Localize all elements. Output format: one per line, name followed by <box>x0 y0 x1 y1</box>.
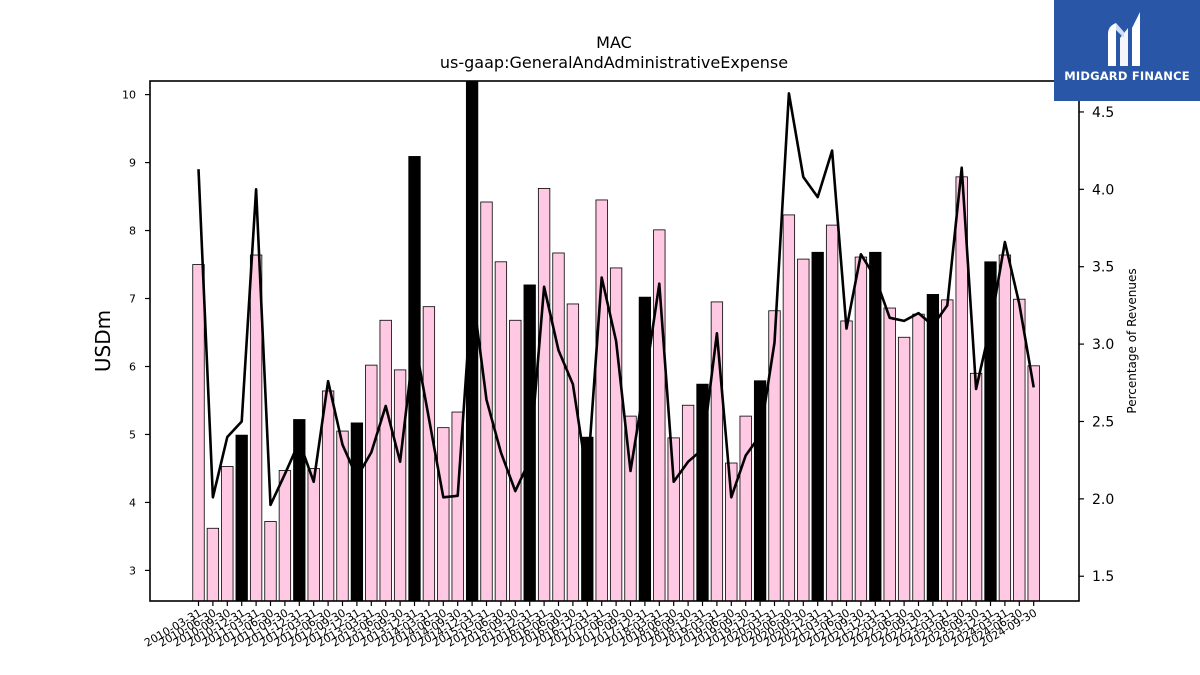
bar <box>768 310 781 602</box>
y-tick-label: 7 <box>129 293 136 306</box>
bar <box>221 466 234 602</box>
bar <box>782 214 796 602</box>
bar <box>1027 365 1040 602</box>
chart-title: MAC <box>596 33 632 52</box>
bar <box>897 336 911 602</box>
bar <box>235 434 248 602</box>
bar <box>869 251 882 602</box>
plot-frame <box>149 80 1080 602</box>
bar <box>523 284 536 602</box>
y-tick-label: 9 <box>129 157 136 170</box>
bar <box>998 254 1012 602</box>
bar <box>984 261 997 602</box>
bar <box>825 224 839 602</box>
y2-tick-label: 4.5 <box>1092 105 1114 121</box>
bar <box>393 369 407 602</box>
y2-tick-label: 2.0 <box>1092 492 1114 508</box>
y-tick-label: 10 <box>122 89 136 102</box>
right-axis: 1.5 2.0 2.5 3.0 3.5 4.0 4.5 <box>1079 105 1114 585</box>
chart-subtitle: us-gaap:GeneralAndAdministrativeExpense <box>440 53 788 72</box>
y-tick-label: 6 <box>129 360 136 373</box>
bar <box>509 319 522 602</box>
bar <box>912 313 925 602</box>
bar <box>437 427 450 602</box>
y-tick-label: 4 <box>129 496 136 509</box>
y2-tick-label: 3.5 <box>1092 260 1114 276</box>
bar <box>192 264 205 602</box>
bar <box>797 258 810 602</box>
brand-logo: MIDGARD FINANCE <box>1054 0 1200 101</box>
bar <box>307 468 320 602</box>
y-tick-label: 3 <box>129 564 136 577</box>
bar <box>941 299 954 602</box>
bar <box>811 251 824 602</box>
bar <box>321 390 335 602</box>
bar <box>350 422 364 602</box>
bars-layer <box>192 80 1040 602</box>
bar <box>926 294 940 602</box>
bar <box>365 364 378 602</box>
revenue-percentage-line <box>197 92 1035 507</box>
bar <box>681 404 695 602</box>
bar <box>1013 298 1026 602</box>
bar <box>249 254 263 602</box>
line-layer <box>197 92 1035 507</box>
y-tick-label: 8 <box>129 225 136 238</box>
y2-tick-label: 4.0 <box>1092 182 1114 198</box>
midgard-m-logo-icon <box>1108 12 1140 66</box>
bar <box>293 419 306 602</box>
bar <box>739 415 752 602</box>
y2-tick-label: 1.5 <box>1092 569 1114 585</box>
bar <box>552 252 565 602</box>
y2-tick-label: 2.5 <box>1092 414 1114 430</box>
bar <box>537 187 551 602</box>
bar <box>969 372 983 602</box>
left-axis: 3 4 5 6 7 8 9 10 <box>122 89 150 577</box>
bar <box>566 303 580 602</box>
bar <box>840 320 853 602</box>
bar <box>206 527 220 602</box>
bar <box>422 306 436 602</box>
bar <box>595 199 608 602</box>
bar <box>494 261 508 602</box>
y-tick-label: 5 <box>129 428 136 441</box>
bar <box>638 296 652 602</box>
bar <box>264 521 277 602</box>
brand-name: MIDGARD FINANCE <box>1064 69 1190 83</box>
bar <box>379 319 392 602</box>
bar <box>883 307 896 602</box>
y2-tick-label: 3.0 <box>1092 337 1114 353</box>
bar <box>854 256 868 602</box>
bar <box>278 470 292 602</box>
y2-axis-label: Percentage of Revenues <box>1125 268 1139 413</box>
y-axis-label: USDm <box>91 310 115 372</box>
x-axis: 2010-03-312010-06-302010-09-302010-12-31… <box>142 601 1039 650</box>
bar <box>667 437 680 602</box>
